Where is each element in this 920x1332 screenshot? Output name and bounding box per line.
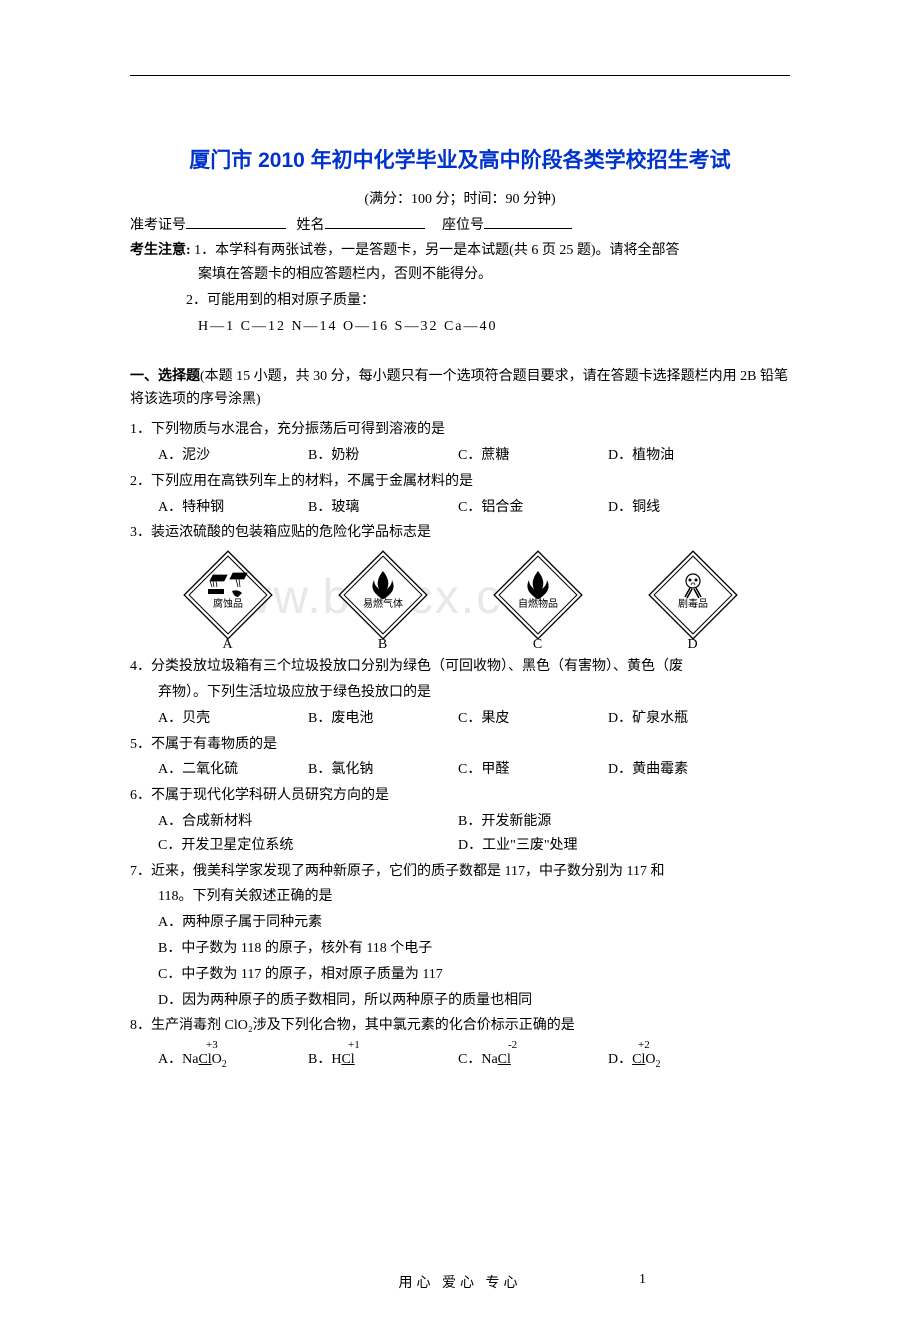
- q1-opt-a: A．泥沙: [158, 444, 308, 468]
- notice-label: 考生注意:: [130, 243, 191, 258]
- spontaneous-combustion-icon: 自燃物品: [492, 549, 584, 641]
- q2-options: A．特种钢 B．玻璃 C．铝合金 D．铜线: [130, 496, 790, 520]
- q4-opt-a: A．贝壳: [158, 707, 308, 731]
- corrosive-icon: 腐蚀品: [182, 549, 274, 641]
- q3-diamonds: 腐蚀品 A 易燃气体 B 自燃物品 C: [130, 549, 790, 653]
- q5-opt-d: D．黄曲霉素: [608, 758, 758, 782]
- toxic-icon: 剧毒品: [647, 549, 739, 641]
- q3-diamond-c: 自燃物品 C: [473, 549, 603, 653]
- q7-opt-d: D．因为两种原子的质子数相同，所以两种原子的质量也相同: [130, 989, 790, 1013]
- q1-opt-c: C．蔗糖: [458, 444, 608, 468]
- seat-blank: [484, 214, 572, 229]
- section1-head: 一、选择题(本题 15 小题，共 30 分，每小题只有一个选项符合题目要求，请在…: [130, 365, 790, 413]
- page-number: 1: [639, 1272, 650, 1288]
- q1-stem: 1．下列物质与水混合，充分振荡后可得到溶液的是: [130, 418, 790, 442]
- q7-opt-c: C．中子数为 117 的原子，相对原子质量为 117: [130, 963, 790, 987]
- q6-opt-b: B．开发新能源: [458, 810, 551, 834]
- q3-stem: 3．装运浓硫酸的包装箱应贴的危险化学品标志是: [130, 521, 790, 545]
- q3-label-a: A: [163, 637, 293, 653]
- q4-opt-b: B．废电池: [308, 707, 458, 731]
- notice-line2-text: 2．可能用到的相对原子质量：: [186, 293, 375, 308]
- notice-line1a: 1．本学科有两张试卷，一是答题卡，另一是本试题(共 6 页 25 题)。请将全部…: [194, 243, 679, 258]
- footer-motto: 用心 爱心 专心: [399, 1276, 522, 1291]
- q8-stem: 8．生产消毒剂 ClO₂涉及下列化合物，其中氯元素的化合价标示正确的是: [130, 1014, 790, 1038]
- q4-opt-d: D．矿泉水瓶: [608, 707, 758, 731]
- section1-head-bold: 一、选择题: [130, 369, 200, 384]
- q5-opt-b: B．氯化钠: [308, 758, 458, 782]
- q5-opt-a: A．二氧化硫: [158, 758, 308, 782]
- q2-opt-a: A．特种钢: [158, 496, 308, 520]
- q3-diamond-b: 易燃气体 B: [318, 549, 448, 653]
- svg-text:剧毒品: 剧毒品: [678, 597, 708, 610]
- q4-stem2: 弃物）。下列生活垃圾应放于绿色投放口的是: [130, 681, 790, 705]
- id-blank: [186, 214, 286, 229]
- q8-c-charge: -2: [508, 1038, 517, 1053]
- q6-stem: 6．不属于现代化学科研人员研究方向的是: [130, 784, 790, 808]
- atomic-masses: H—1 C—12 N—14 O—16 S—32 Ca—40: [130, 315, 790, 339]
- q8-opt-d: +2 D．ClO2: [608, 1050, 758, 1072]
- q6-options-row1: A．合成新材料 B．开发新能源: [130, 810, 790, 834]
- page-footer: 用心 爱心 专心 1: [130, 1272, 790, 1292]
- q8-opt-a: +3 A．NaClO2: [158, 1050, 308, 1072]
- section1-head-rest: (本题 15 小题，共 30 分，每小题只有一个选项符合题目要求，请在答题卡选择…: [130, 369, 788, 408]
- q6-options-row2: C．开发卫星定位系统 D．工业"三废"处理: [130, 834, 790, 858]
- q7-stem2: 118。下列有关叙述正确的是: [130, 885, 790, 909]
- q3-diamond-d: 剧毒品 D: [628, 549, 758, 653]
- q2-opt-b: B．玻璃: [308, 496, 458, 520]
- svg-text:腐蚀品: 腐蚀品: [213, 597, 243, 610]
- name-label: 姓名: [297, 218, 325, 233]
- q7-stem1: 7．近来，俄美科学家发现了两种新原子，它们的质子数都是 117，中子数分别为 1…: [130, 860, 790, 884]
- name-blank: [325, 214, 425, 229]
- q3-label-b: B: [318, 637, 448, 653]
- q5-stem: 5．不属于有毒物质的是: [130, 733, 790, 757]
- q4-options: A．贝壳 B．废电池 C．果皮 D．矿泉水瓶: [130, 707, 790, 731]
- id-label: 准考证号: [130, 218, 186, 233]
- q5-opt-c: C．甲醛: [458, 758, 608, 782]
- notice-block: 考生注意: 1．本学科有两张试卷，一是答题卡，另一是本试题(共 6 页 25 题…: [130, 239, 790, 287]
- q3-label-c: C: [473, 637, 603, 653]
- q8-options: +3 A．NaClO2 +1 B．HCl -2 C．NaCl +2 D．ClO2: [130, 1050, 790, 1072]
- q8-opt-b: +1 B．HCl: [308, 1050, 458, 1072]
- q2-opt-c: C．铝合金: [458, 496, 608, 520]
- q6-opt-c: C．开发卫星定位系统: [158, 834, 458, 858]
- q7-opt-b: B．中子数为 118 的原子，核外有 118 个电子: [130, 937, 790, 961]
- exam-subtitle: (满分：100 分；时间：90 分钟): [130, 188, 790, 208]
- q8-b-charge: +1: [348, 1038, 360, 1053]
- seat-label: 座位号: [442, 218, 484, 233]
- svg-text:易燃气体: 易燃气体: [363, 597, 403, 610]
- q1-opt-d: D．植物油: [608, 444, 758, 468]
- q8-d-charge: +2: [638, 1038, 650, 1053]
- q3-label-d: D: [628, 637, 758, 653]
- q8-opt-c: -2 C．NaCl: [458, 1050, 608, 1072]
- notice-line1b: 案填在答题卡的相应答题栏内，否则不能得分。: [130, 263, 790, 287]
- q6-opt-a: A．合成新材料: [158, 810, 458, 834]
- q4-opt-c: C．果皮: [458, 707, 608, 731]
- q8-a-charge: +3: [206, 1038, 218, 1053]
- q4-stem1: 4．分类投放垃圾箱有三个垃圾投放口分别为绿色（可回收物）、黑色（有害物）、黄色（…: [130, 655, 790, 679]
- notice-line2: 2．可能用到的相对原子质量：: [130, 289, 790, 313]
- q7-opt-a: A．两种原子属于同种元素: [130, 911, 790, 935]
- page-title: 厦门市 2010 年初中化学毕业及高中阶段各类学校招生考试: [130, 144, 790, 174]
- q3-diamond-a: 腐蚀品 A: [163, 549, 293, 653]
- top-rule: [130, 75, 790, 76]
- q5-options: A．二氧化硫 B．氯化钠 C．甲醛 D．黄曲霉素: [130, 758, 790, 782]
- q2-opt-d: D．铜线: [608, 496, 758, 520]
- svg-text:自燃物品: 自燃物品: [518, 597, 558, 610]
- q1-options: A．泥沙 B．奶粉 C．蔗糖 D．植物油: [130, 444, 790, 468]
- q2-stem: 2．下列应用在高铁列车上的材料，不属于金属材料的是: [130, 470, 790, 494]
- q6-opt-d: D．工业"三废"处理: [458, 834, 578, 858]
- flammable-gas-icon: 易燃气体: [337, 549, 429, 641]
- q1-opt-b: B．奶粉: [308, 444, 458, 468]
- candidate-info-line: 准考证号 姓名 座位号: [130, 214, 790, 237]
